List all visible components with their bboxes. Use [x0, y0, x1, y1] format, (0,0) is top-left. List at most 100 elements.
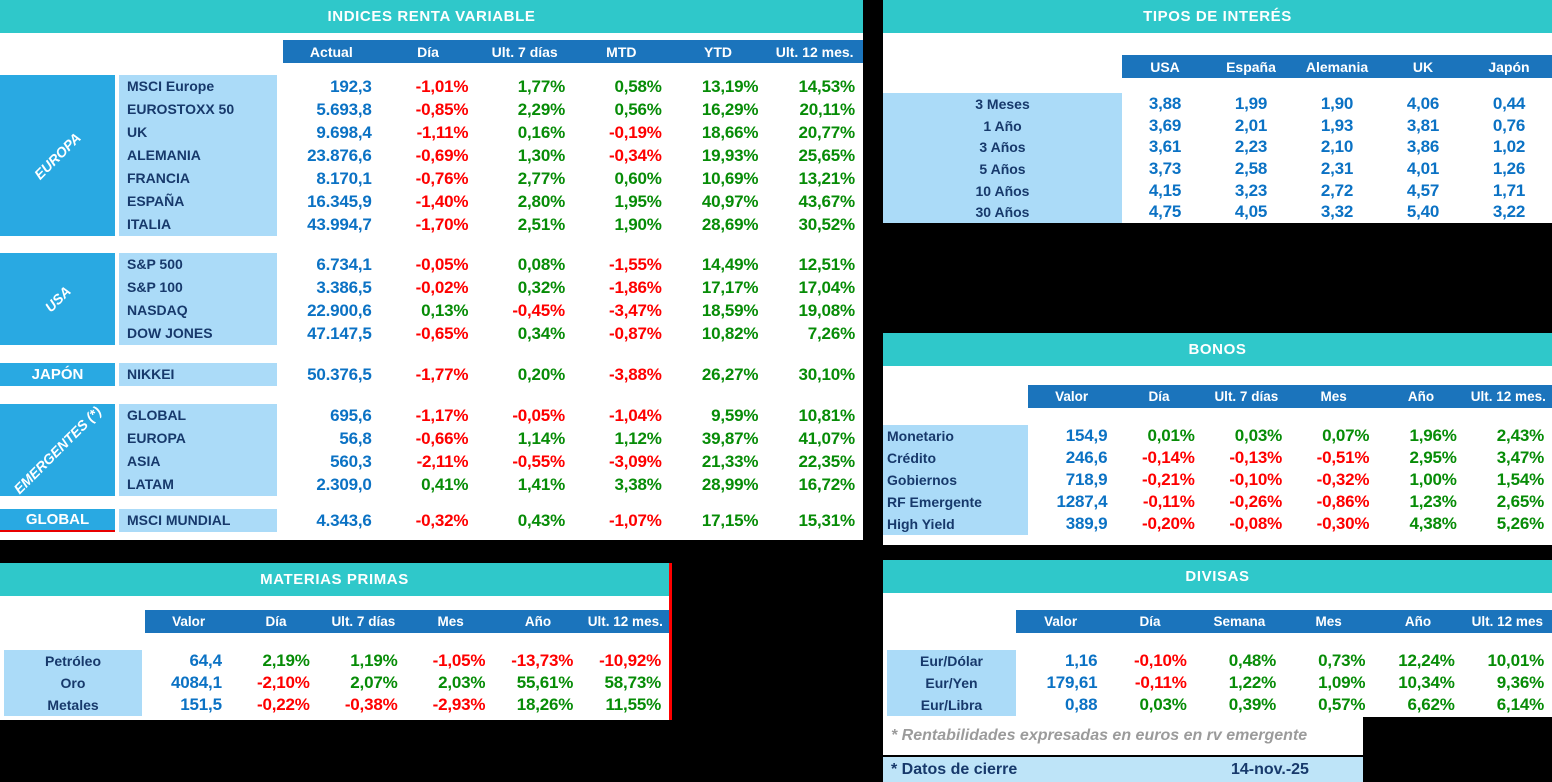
value-cell: -1,04%	[608, 405, 662, 425]
value-cell: 3,23	[1234, 180, 1268, 200]
value-cell: -0,38%	[344, 695, 398, 714]
value-cell: -0,51%	[1316, 448, 1370, 467]
value-cell: 6,14%	[1496, 695, 1544, 714]
value-cell: 154,9	[1065, 426, 1108, 445]
value-cell: 23.876,6	[307, 145, 372, 165]
row-label-3-meses: 3 Meses	[883, 93, 1122, 115]
value-cell: 1,41%	[517, 474, 565, 494]
value-cell: 1,02	[1492, 137, 1526, 157]
value-cell: 0,60%	[614, 168, 662, 188]
value-cell: -0,05%	[512, 405, 565, 425]
region-label-text: USA	[41, 282, 74, 316]
value-cell: -0,13%	[1229, 448, 1282, 467]
column-header-mtd: MTD	[606, 43, 637, 60]
row-label-monetario: Monetario	[883, 425, 1028, 447]
row-label-rf-emergente: RF Emergente	[883, 491, 1028, 513]
row-inset	[883, 650, 887, 672]
table-title-divisas: DIVISAS	[883, 560, 1552, 593]
value-cell: 28,99%	[701, 474, 759, 494]
value-cell: -10,92%	[599, 651, 661, 670]
value-cell: 4,01	[1406, 158, 1440, 178]
value-cell: 0,58%	[614, 76, 662, 96]
value-cell: -2,11%	[416, 451, 469, 471]
value-cell: -1,55%	[608, 254, 662, 274]
value-cell: 18,66%	[701, 122, 759, 142]
value-cell: 9,36%	[1496, 673, 1544, 692]
row-label-europa: EUROPA	[119, 427, 277, 450]
value-cell: 0,20%	[517, 364, 565, 384]
value-cell: 1,12%	[614, 428, 662, 448]
row-label-eurostoxx-50: EUROSTOXX 50	[119, 98, 277, 121]
value-cell: 21,33%	[701, 451, 759, 471]
value-cell: -0,08%	[1229, 514, 1282, 533]
value-cell: 1,90%	[614, 214, 662, 234]
value-cell: -3,47%	[608, 300, 662, 320]
value-cell: 55,61%	[516, 673, 574, 692]
index-group-japón: JAPÓN NIKKEI 50.376,5 -1,77% 0,20% -3,88% 26,2…	[0, 363, 863, 386]
value-cell: 3,81	[1406, 115, 1440, 135]
value-cell: 2,01	[1234, 115, 1268, 135]
row-label-italia: ITALIA	[119, 213, 277, 236]
value-cell: 20,77%	[798, 122, 856, 142]
value-cell: 1,77%	[517, 76, 565, 96]
value-cell: -1,40%	[415, 191, 469, 211]
row-label-1-año: 1 Año	[883, 114, 1122, 137]
value-cell: 0,16%	[517, 122, 565, 142]
value-cell: 389,9	[1065, 514, 1108, 533]
value-cell: 0,08%	[517, 254, 565, 274]
value-cell: 20,11%	[799, 99, 855, 119]
value-cell: 13,19%	[701, 76, 759, 96]
value-cell: -0,19%	[608, 122, 662, 142]
table-title-materias: MATERIAS PRIMAS	[0, 563, 669, 596]
column-header-ult-7-días: Ult. 7 días	[1214, 389, 1279, 404]
value-cell: 25,65%	[798, 145, 856, 165]
value-cell: 2,31	[1320, 158, 1354, 178]
value-cell: 4,15	[1148, 180, 1182, 200]
value-cell: -0,65%	[415, 323, 469, 343]
value-cell: 16,72%	[798, 474, 856, 494]
value-cell: 2,95%	[1409, 448, 1457, 467]
value-cell: 13,21%	[798, 168, 856, 188]
indices-renta-variable-table: INDICES RENTA VARIABLE Actual Día Ult. 7 d…	[0, 0, 863, 540]
value-cell: 1,09%	[1318, 673, 1366, 692]
value-cell: 0,43%	[517, 510, 565, 530]
value-cell: 15,31%	[798, 510, 856, 530]
value-cell: -2,93%	[432, 695, 486, 714]
column-header-año: Año	[524, 614, 552, 629]
column-header-año: Año	[1407, 389, 1435, 404]
value-cell: 6,62%	[1407, 695, 1455, 714]
column-header-ytd: YTD	[703, 43, 732, 60]
value-cell: -0,69%	[415, 145, 469, 165]
value-cell: 2,10	[1320, 137, 1354, 157]
bonos-body: Monetario 154,9 0,01% 0,03% 0,07% 1,96% 2,43% C…	[883, 425, 1552, 535]
value-cell: -0,10%	[1133, 651, 1187, 670]
value-cell: 246,6	[1065, 448, 1108, 467]
value-cell: -0,11%	[1134, 673, 1187, 692]
value-cell: 1,54%	[1496, 470, 1544, 489]
value-cell: 1,26	[1492, 158, 1526, 178]
value-cell: -1,07%	[608, 510, 662, 530]
value-cell: 39,87%	[701, 428, 759, 448]
value-cell: 0,01%	[1147, 426, 1195, 445]
row-inset	[0, 650, 4, 672]
value-cell: 2,77%	[517, 168, 565, 188]
value-cell: 14,53%	[798, 76, 856, 96]
column-header-usa: USA	[1150, 58, 1180, 75]
value-cell: 2,58	[1234, 158, 1268, 178]
value-cell: 1,16	[1065, 651, 1098, 670]
value-cell: 3,22	[1492, 202, 1526, 222]
value-cell: 0,41%	[421, 474, 469, 494]
value-cell: 2,29%	[517, 99, 565, 119]
value-cell: 1,93	[1320, 115, 1354, 135]
value-cell: -0,32%	[415, 510, 469, 530]
materias-primas-table: MATERIAS PRIMAS Valor Día Ult. 7 días Mes Añ…	[0, 563, 672, 720]
row-label-eur-libra: Eur/Libra	[887, 694, 1016, 716]
row-label-metales: Metales	[4, 694, 142, 716]
value-cell: 18,59%	[701, 300, 759, 320]
value-cell: 10,01%	[1487, 651, 1545, 670]
value-cell: 2.309,0	[316, 474, 372, 494]
value-cell: -0,20%	[1141, 514, 1195, 533]
region-label-text: EMERGENTES (*)	[10, 404, 105, 496]
value-cell: 151,5	[180, 695, 222, 714]
